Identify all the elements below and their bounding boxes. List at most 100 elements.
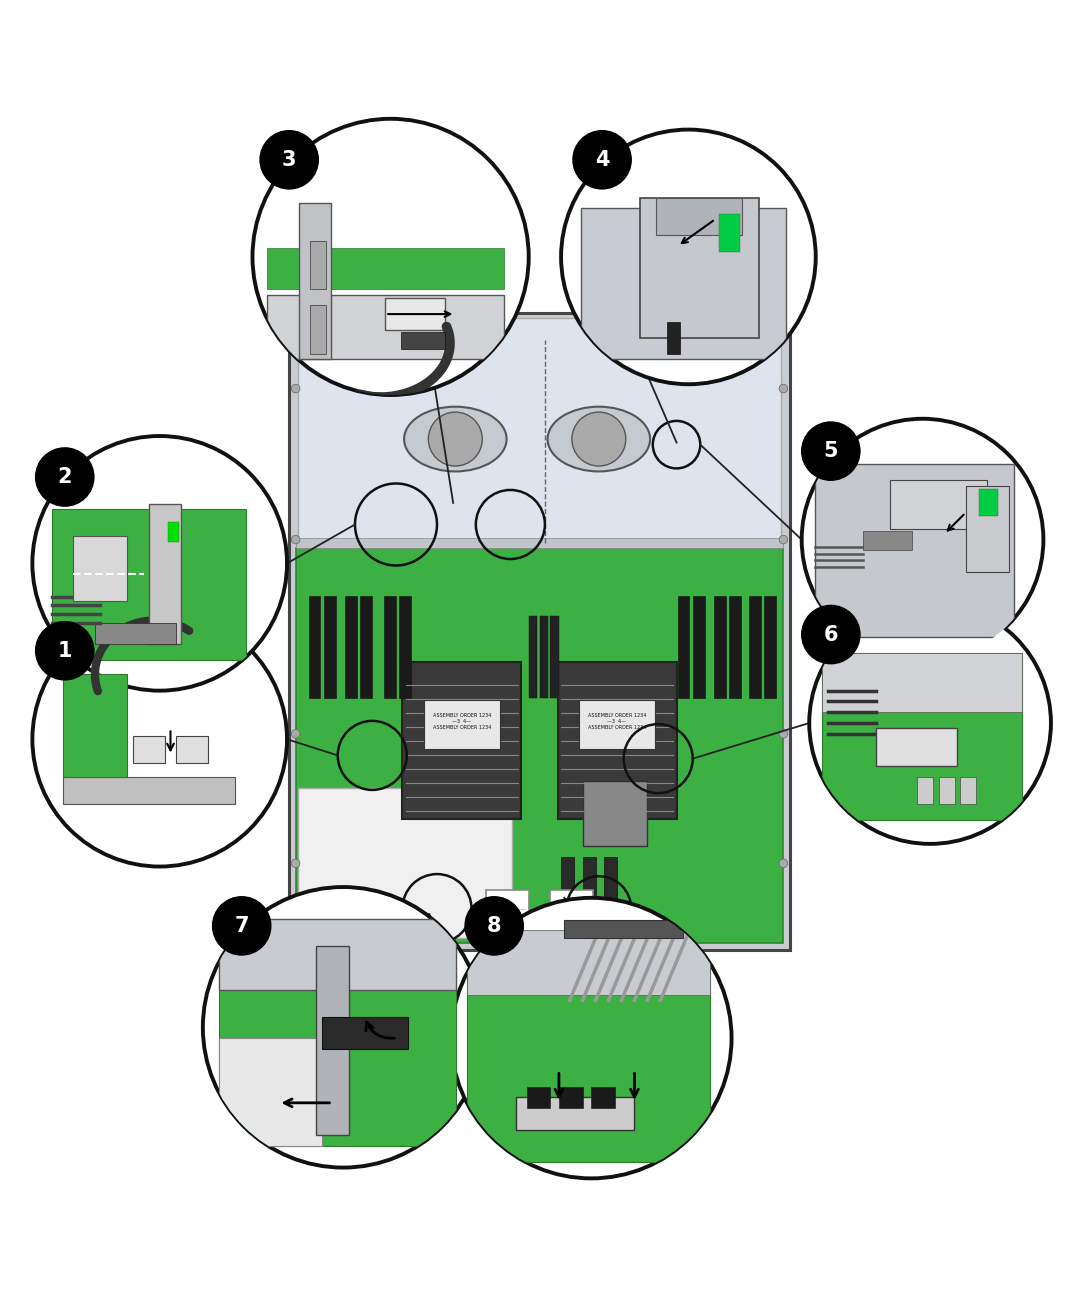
Circle shape bbox=[561, 130, 816, 385]
FancyBboxPatch shape bbox=[876, 728, 957, 767]
FancyBboxPatch shape bbox=[729, 596, 741, 698]
FancyBboxPatch shape bbox=[540, 616, 548, 698]
FancyBboxPatch shape bbox=[719, 214, 740, 251]
FancyBboxPatch shape bbox=[822, 653, 1022, 820]
Ellipse shape bbox=[547, 407, 650, 471]
FancyBboxPatch shape bbox=[966, 486, 1009, 572]
Circle shape bbox=[572, 412, 626, 466]
Circle shape bbox=[203, 887, 483, 1168]
FancyBboxPatch shape bbox=[559, 1087, 583, 1109]
FancyBboxPatch shape bbox=[360, 596, 372, 698]
FancyBboxPatch shape bbox=[564, 921, 683, 938]
FancyBboxPatch shape bbox=[63, 675, 127, 777]
FancyBboxPatch shape bbox=[322, 1017, 408, 1049]
FancyBboxPatch shape bbox=[289, 313, 790, 949]
FancyBboxPatch shape bbox=[558, 662, 677, 818]
Text: 5: 5 bbox=[823, 442, 838, 461]
Text: ASSEMBLY ORDER 1234
—3  4— 
ASSEMBLY ORDER 1234: ASSEMBLY ORDER 1234 —3 4— ASSEMBLY ORDER… bbox=[588, 714, 646, 730]
FancyBboxPatch shape bbox=[960, 777, 976, 804]
FancyBboxPatch shape bbox=[310, 241, 326, 289]
FancyBboxPatch shape bbox=[640, 198, 759, 338]
FancyBboxPatch shape bbox=[309, 596, 320, 698]
Circle shape bbox=[428, 412, 482, 466]
FancyBboxPatch shape bbox=[324, 596, 336, 698]
FancyBboxPatch shape bbox=[890, 480, 987, 528]
FancyBboxPatch shape bbox=[298, 319, 781, 548]
FancyBboxPatch shape bbox=[764, 596, 776, 698]
FancyBboxPatch shape bbox=[401, 333, 445, 348]
Text: 8: 8 bbox=[487, 916, 502, 936]
FancyBboxPatch shape bbox=[815, 464, 1014, 637]
FancyBboxPatch shape bbox=[63, 777, 235, 804]
Circle shape bbox=[252, 119, 529, 395]
FancyBboxPatch shape bbox=[168, 522, 179, 541]
FancyBboxPatch shape bbox=[219, 1039, 322, 1146]
FancyBboxPatch shape bbox=[345, 596, 357, 698]
Text: 6: 6 bbox=[823, 624, 838, 645]
FancyBboxPatch shape bbox=[527, 1087, 550, 1109]
Circle shape bbox=[779, 859, 788, 868]
FancyBboxPatch shape bbox=[604, 857, 617, 916]
Circle shape bbox=[32, 613, 287, 866]
FancyBboxPatch shape bbox=[384, 596, 396, 698]
FancyBboxPatch shape bbox=[686, 330, 712, 356]
FancyBboxPatch shape bbox=[581, 208, 786, 360]
FancyBboxPatch shape bbox=[399, 596, 411, 698]
FancyBboxPatch shape bbox=[678, 596, 689, 698]
Text: 4: 4 bbox=[595, 150, 610, 170]
Circle shape bbox=[802, 606, 860, 663]
Circle shape bbox=[802, 418, 1043, 660]
Circle shape bbox=[36, 622, 94, 680]
Circle shape bbox=[36, 448, 94, 506]
FancyBboxPatch shape bbox=[486, 890, 529, 939]
FancyBboxPatch shape bbox=[749, 596, 761, 698]
FancyBboxPatch shape bbox=[219, 919, 456, 989]
Circle shape bbox=[779, 385, 788, 392]
FancyBboxPatch shape bbox=[402, 662, 521, 818]
Ellipse shape bbox=[404, 407, 507, 471]
FancyBboxPatch shape bbox=[979, 490, 998, 515]
FancyBboxPatch shape bbox=[316, 947, 349, 1136]
FancyBboxPatch shape bbox=[667, 321, 680, 354]
FancyBboxPatch shape bbox=[149, 504, 181, 645]
FancyBboxPatch shape bbox=[133, 736, 165, 763]
Text: ASSEMBLY ORDER 1234
—3  4— 
ASSEMBLY ORDER 1234: ASSEMBLY ORDER 1234 —3 4— ASSEMBLY ORDER… bbox=[433, 714, 491, 730]
Text: 2: 2 bbox=[57, 467, 72, 487]
FancyBboxPatch shape bbox=[296, 537, 783, 549]
FancyBboxPatch shape bbox=[516, 1097, 634, 1129]
Circle shape bbox=[291, 385, 300, 392]
Text: 1: 1 bbox=[57, 641, 72, 660]
Circle shape bbox=[809, 602, 1051, 844]
FancyBboxPatch shape bbox=[822, 653, 1022, 712]
Circle shape bbox=[213, 896, 271, 954]
FancyBboxPatch shape bbox=[467, 935, 710, 1162]
FancyBboxPatch shape bbox=[385, 298, 445, 330]
FancyBboxPatch shape bbox=[656, 198, 742, 236]
FancyBboxPatch shape bbox=[467, 930, 710, 995]
FancyBboxPatch shape bbox=[561, 857, 574, 916]
FancyBboxPatch shape bbox=[296, 549, 783, 943]
FancyBboxPatch shape bbox=[939, 777, 955, 804]
FancyBboxPatch shape bbox=[299, 203, 331, 360]
FancyBboxPatch shape bbox=[219, 935, 456, 1146]
FancyBboxPatch shape bbox=[917, 777, 933, 804]
Circle shape bbox=[32, 436, 287, 690]
Circle shape bbox=[451, 897, 732, 1178]
Text: 7: 7 bbox=[234, 916, 249, 936]
Circle shape bbox=[573, 131, 631, 189]
Circle shape bbox=[291, 859, 300, 868]
Circle shape bbox=[779, 535, 788, 544]
FancyBboxPatch shape bbox=[310, 306, 326, 354]
FancyBboxPatch shape bbox=[73, 536, 127, 601]
FancyBboxPatch shape bbox=[550, 616, 559, 698]
Circle shape bbox=[291, 535, 300, 544]
FancyBboxPatch shape bbox=[863, 531, 912, 550]
FancyBboxPatch shape bbox=[693, 596, 705, 698]
FancyBboxPatch shape bbox=[714, 596, 726, 698]
Circle shape bbox=[465, 896, 523, 954]
Circle shape bbox=[291, 729, 300, 738]
Circle shape bbox=[779, 729, 788, 738]
FancyBboxPatch shape bbox=[424, 701, 500, 749]
Circle shape bbox=[260, 131, 318, 189]
FancyBboxPatch shape bbox=[579, 701, 655, 749]
